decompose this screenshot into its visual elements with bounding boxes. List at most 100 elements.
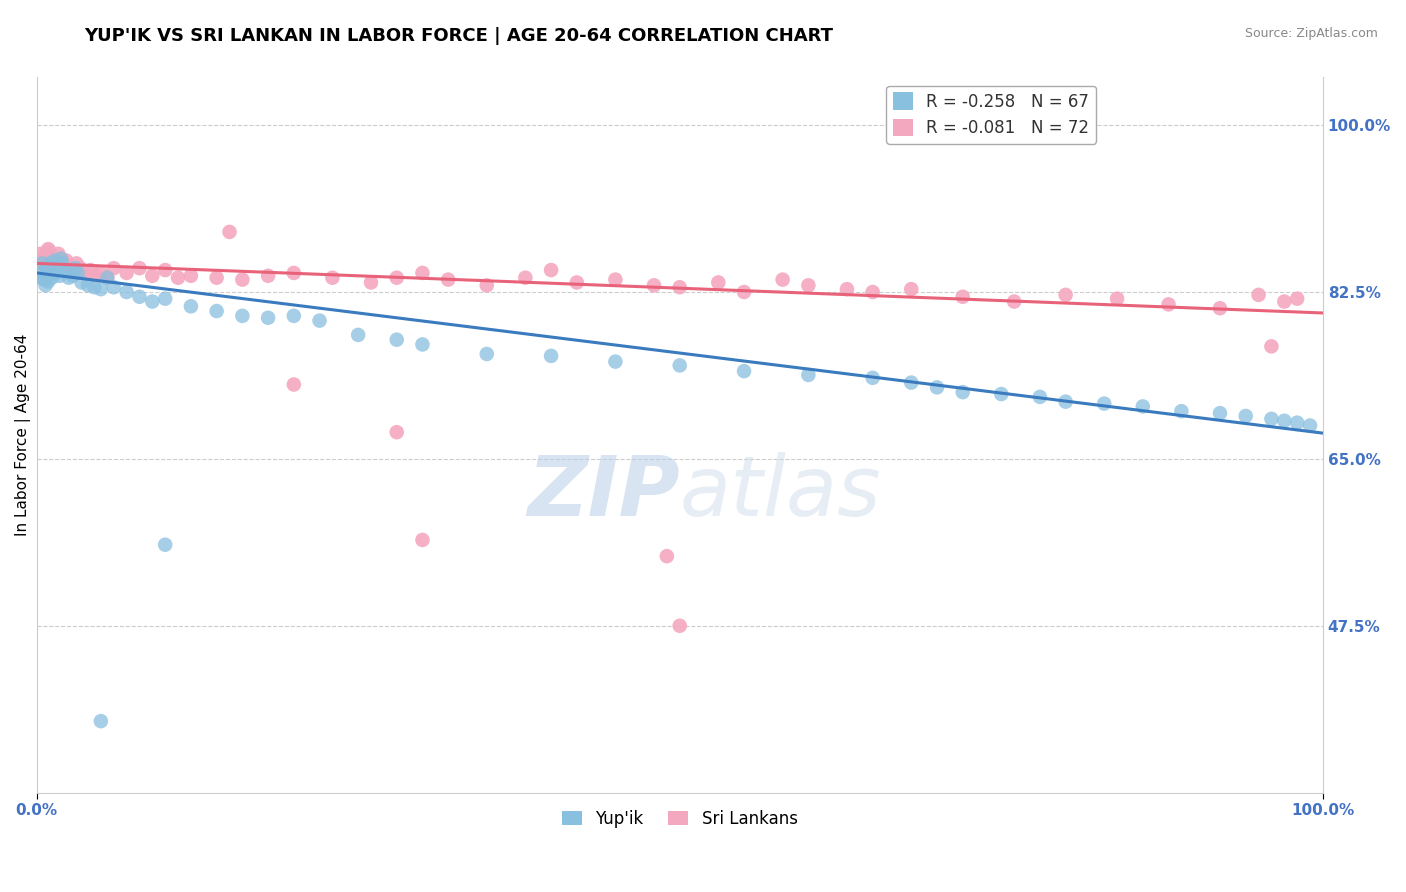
Point — [66, 266, 89, 280]
Point — [38, 256, 60, 270]
Point — [990, 387, 1012, 401]
Point — [48, 268, 70, 283]
Point — [360, 276, 382, 290]
Point — [437, 272, 460, 286]
Point — [1209, 301, 1232, 316]
Point — [84, 268, 107, 283]
Point — [75, 266, 97, 280]
Point — [103, 280, 125, 294]
Point — [1299, 418, 1322, 433]
Point — [49, 252, 72, 266]
Point — [53, 263, 76, 277]
Text: Source: ZipAtlas.com: Source: ZipAtlas.com — [1244, 27, 1378, 40]
Y-axis label: In Labor Force | Age 20-64: In Labor Force | Age 20-64 — [15, 334, 31, 536]
Point — [218, 225, 240, 239]
Point — [51, 256, 73, 270]
Point — [411, 533, 433, 547]
Point — [655, 549, 678, 563]
Point — [257, 268, 280, 283]
Point — [862, 285, 884, 299]
Point — [1260, 339, 1282, 353]
Point — [411, 266, 433, 280]
Point — [42, 252, 65, 266]
Point — [925, 380, 948, 394]
Point — [1209, 406, 1232, 420]
Point — [540, 349, 562, 363]
Point — [1054, 288, 1077, 302]
Point — [44, 253, 66, 268]
Point — [96, 270, 118, 285]
Point — [153, 263, 176, 277]
Point — [32, 266, 55, 280]
Point — [205, 304, 228, 318]
Point — [347, 327, 370, 342]
Point — [96, 270, 118, 285]
Point — [1247, 288, 1270, 302]
Point — [797, 278, 820, 293]
Point — [128, 290, 150, 304]
Point — [900, 376, 922, 390]
Text: atlas: atlas — [679, 451, 882, 533]
Point — [32, 250, 55, 264]
Point — [385, 333, 408, 347]
Point — [643, 278, 665, 293]
Point — [37, 275, 59, 289]
Point — [668, 619, 690, 633]
Point — [1272, 414, 1295, 428]
Point — [231, 309, 253, 323]
Point — [35, 261, 58, 276]
Point — [283, 377, 305, 392]
Point — [952, 290, 974, 304]
Point — [565, 276, 588, 290]
Point — [1092, 396, 1115, 410]
Point — [205, 270, 228, 285]
Point — [772, 272, 794, 286]
Point — [1157, 297, 1180, 311]
Point — [153, 538, 176, 552]
Legend: Yup'ik, Sri Lankans: Yup'ik, Sri Lankans — [555, 803, 804, 834]
Point — [90, 282, 112, 296]
Point — [952, 385, 974, 400]
Point — [39, 250, 62, 264]
Point — [31, 252, 53, 266]
Point — [153, 292, 176, 306]
Point — [55, 253, 77, 268]
Point — [707, 276, 730, 290]
Point — [475, 347, 498, 361]
Point — [32, 272, 55, 286]
Point — [283, 309, 305, 323]
Point — [167, 270, 190, 285]
Point — [28, 253, 51, 268]
Point — [52, 256, 75, 270]
Point — [35, 268, 58, 283]
Point — [58, 259, 80, 273]
Point — [90, 714, 112, 728]
Point — [1054, 394, 1077, 409]
Point — [1272, 294, 1295, 309]
Point — [62, 263, 84, 277]
Point — [41, 256, 63, 270]
Point — [1286, 292, 1309, 306]
Point — [668, 280, 690, 294]
Point — [1029, 390, 1052, 404]
Point — [141, 294, 163, 309]
Point — [128, 261, 150, 276]
Point — [70, 276, 93, 290]
Point — [605, 354, 627, 368]
Point — [605, 272, 627, 286]
Point — [58, 270, 80, 285]
Point — [475, 278, 498, 293]
Point — [1234, 409, 1257, 423]
Point — [668, 359, 690, 373]
Point — [797, 368, 820, 382]
Point — [115, 266, 138, 280]
Point — [34, 278, 56, 293]
Point — [515, 270, 537, 285]
Point — [1002, 294, 1025, 309]
Point — [41, 270, 63, 285]
Point — [45, 266, 67, 280]
Point — [48, 263, 70, 277]
Point — [39, 263, 62, 277]
Point — [77, 278, 100, 293]
Point — [62, 268, 84, 283]
